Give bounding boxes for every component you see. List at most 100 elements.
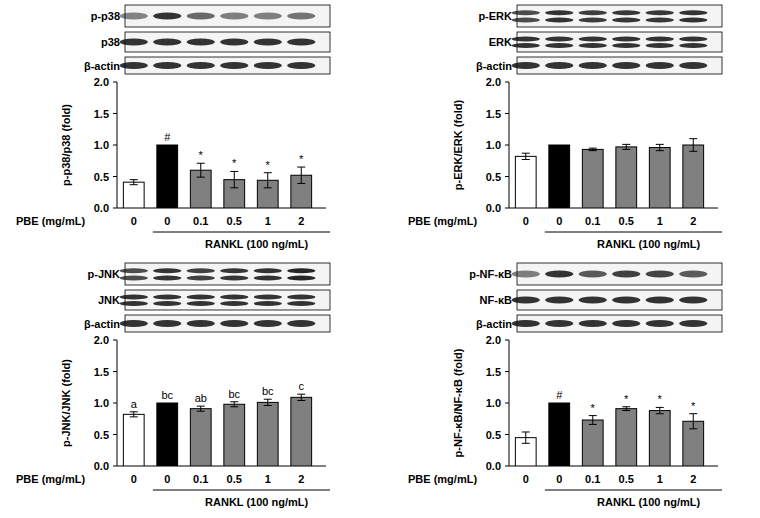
significance-label: #	[556, 389, 563, 401]
blot-band	[579, 37, 607, 42]
y-tick	[505, 403, 509, 404]
blot-band	[254, 268, 282, 273]
x-axis-label: PBE (mg/mL)	[408, 215, 477, 227]
x-tick-label: 0.1	[585, 215, 600, 227]
significance-label: a	[131, 398, 138, 410]
blot-label: p-p38	[91, 10, 120, 22]
bar	[649, 148, 670, 208]
blot-band	[287, 301, 315, 306]
blot-band	[187, 39, 215, 46]
blot-frame	[125, 57, 330, 74]
bar	[582, 420, 603, 466]
blot-band	[646, 43, 674, 48]
blot-frame	[125, 32, 330, 52]
bar	[616, 409, 637, 466]
blot-band	[153, 275, 181, 280]
blot-band	[220, 275, 248, 280]
blot-band	[287, 320, 315, 327]
blot-band	[287, 268, 315, 273]
panel: p-p38p38β-actin0.00.51.01.52.0p-p38/p38 …	[16, 5, 330, 250]
y-axis-label: p-JNK/JNK (fold)	[60, 359, 72, 447]
blot-band	[187, 275, 215, 280]
x-tick-label: 2	[690, 215, 696, 227]
error-bar	[297, 394, 305, 400]
blot-band	[646, 62, 674, 69]
x-tick-label: 2	[690, 473, 696, 485]
error-bar	[522, 432, 530, 443]
blot-label: ERK	[489, 36, 512, 48]
blot-band	[153, 320, 181, 327]
x-tick-label: 0	[556, 215, 562, 227]
y-tick-label: 2.0	[486, 76, 501, 88]
error-bar	[297, 167, 305, 183]
blot-band	[120, 295, 148, 300]
blot-band	[679, 37, 707, 42]
blot-band	[153, 268, 181, 273]
blot-band	[579, 271, 607, 278]
bar	[157, 403, 178, 466]
blot-band	[120, 275, 148, 280]
error-bar	[197, 163, 205, 177]
y-tick-label: 1.0	[486, 397, 501, 409]
blot-band	[512, 297, 540, 304]
x-tick-label: 0.1	[585, 473, 600, 485]
blot-band	[612, 297, 640, 304]
significance-label: *	[232, 157, 237, 169]
x-tick-label: 0	[523, 215, 529, 227]
y-tick-label: 0.0	[486, 202, 501, 214]
y-axis-label: p-NF-κB/NF-κB (fold)	[452, 348, 464, 457]
y-tick	[113, 145, 117, 146]
bar	[157, 145, 178, 208]
y-tick-label: 1.5	[486, 366, 501, 378]
blot-band	[579, 62, 607, 69]
bar	[291, 397, 312, 466]
bar	[582, 149, 603, 208]
bar	[123, 414, 144, 466]
x-tick-label: 0.5	[619, 215, 634, 227]
blot-band	[679, 62, 707, 69]
y-tick	[505, 82, 509, 83]
blot-band	[287, 62, 315, 69]
blot-band	[220, 320, 248, 327]
x-tick-label: 0.1	[193, 473, 208, 485]
panel: p-JNKJNKβ-actin0.00.51.01.52.0p-JNK/JNK …	[16, 263, 330, 508]
blot-band	[612, 43, 640, 48]
error-bar	[264, 173, 272, 188]
x-tick-label: 2	[298, 215, 304, 227]
error-bar	[197, 406, 205, 411]
x-axis-label: PBE (mg/mL)	[408, 473, 477, 485]
x-tick-label: 0	[164, 473, 170, 485]
y-axis-label: p-p38/p38 (fold)	[60, 104, 72, 186]
x-tick-label: 0.5	[227, 473, 242, 485]
blot-band	[612, 37, 640, 42]
annotation: RANKL (100 ng/mL)	[597, 238, 700, 250]
blot-band	[612, 62, 640, 69]
blot-band	[120, 13, 148, 20]
blot-frame	[517, 315, 722, 332]
y-tick	[113, 208, 117, 209]
blot-band	[579, 17, 607, 22]
error-bar	[622, 144, 630, 149]
blot-frame	[517, 290, 722, 310]
blot-band	[220, 268, 248, 273]
blot-band	[612, 17, 640, 22]
error-bar	[656, 144, 664, 150]
blot-label: p-ERK	[478, 10, 512, 22]
y-tick-label: 0.5	[486, 429, 501, 441]
bar	[549, 403, 570, 466]
blot-frame	[125, 5, 330, 27]
blot-band	[545, 297, 573, 304]
blot-band	[120, 62, 148, 69]
blot-label: p38	[101, 36, 120, 48]
y-tick-label: 0.0	[94, 202, 109, 214]
y-tick-label: 1.0	[486, 139, 501, 151]
blot-label: NF-κB	[480, 294, 512, 306]
y-tick	[505, 208, 509, 209]
error-bar	[589, 416, 597, 425]
blot-band	[220, 301, 248, 306]
blot-band	[512, 10, 540, 15]
blot-band	[545, 62, 573, 69]
error-bar	[230, 171, 238, 187]
blot-band	[512, 43, 540, 48]
y-tick-label: 2.0	[94, 76, 109, 88]
